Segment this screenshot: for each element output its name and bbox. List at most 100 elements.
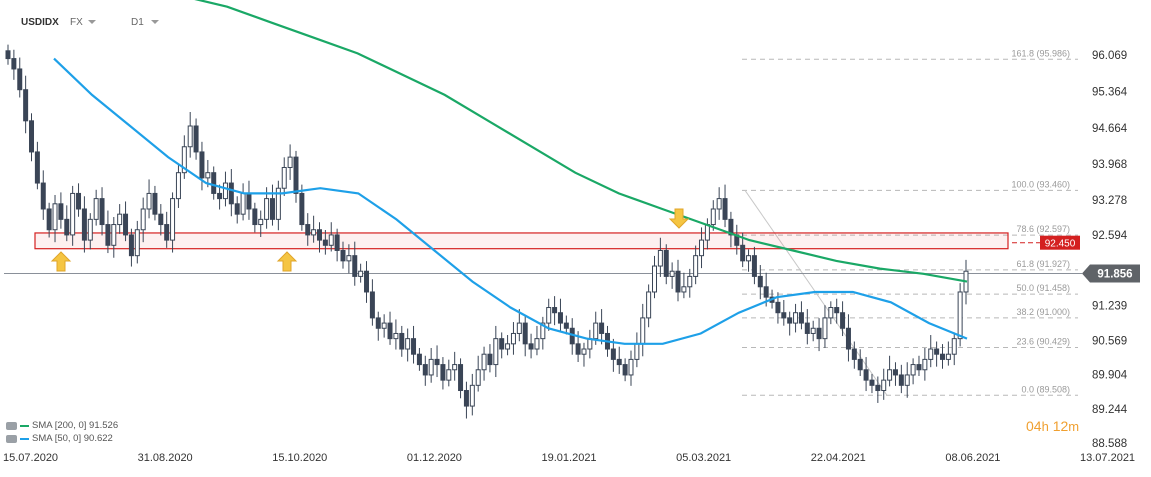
timeframe-label[interactable]: D1 — [131, 17, 144, 28]
candle-body — [499, 338, 505, 350]
y-tick-label: 93.278 — [1092, 195, 1127, 207]
candle-body — [393, 332, 399, 340]
legend-value: 91.526 — [89, 420, 119, 431]
candle-body — [505, 343, 511, 350]
x-tick-label: 19.01.2021 — [542, 452, 597, 464]
candle-body — [358, 270, 364, 277]
candle-body — [816, 327, 822, 340]
candle-body — [117, 213, 123, 226]
candle-body — [58, 203, 64, 220]
candle-body — [575, 343, 581, 355]
type-chevron-down-icon[interactable] — [88, 20, 96, 24]
legend-label: SMA [50, 0] — [32, 433, 82, 444]
candle-body — [440, 364, 446, 381]
candle-body — [416, 353, 422, 366]
candle-body — [269, 198, 275, 220]
symbol-label[interactable]: USDIDX — [21, 17, 59, 28]
candle-body — [628, 358, 634, 376]
legend-swatch — [20, 424, 29, 427]
candle-body — [211, 172, 217, 194]
candle-body — [610, 348, 616, 360]
candle-body — [134, 229, 140, 257]
candle-body — [311, 229, 317, 236]
fibonacci-level-label: 50.0 (91.458) — [1016, 283, 1070, 293]
resistance-price-label: 92.450 — [1045, 239, 1076, 250]
candle-body — [175, 172, 181, 200]
candle-body — [540, 322, 546, 340]
candle-body — [863, 369, 869, 381]
candle-body — [939, 353, 945, 360]
candle-body — [616, 358, 622, 366]
candle-body — [264, 198, 270, 220]
candle-body — [281, 166, 287, 189]
candle-body — [904, 374, 910, 386]
candle-body — [369, 291, 375, 319]
candle-body — [446, 369, 452, 381]
candle-body — [170, 198, 176, 241]
fibonacci-level-label: 23.6 (90.429) — [1016, 337, 1070, 347]
candle-body — [746, 255, 752, 262]
candle-body — [458, 364, 464, 392]
timeframe-chevron-down-icon[interactable] — [151, 20, 159, 24]
arrow-up-icon — [50, 251, 72, 272]
candle-body — [287, 156, 293, 168]
candle-body — [52, 203, 58, 231]
candle-body — [428, 358, 434, 376]
candle-body — [352, 255, 358, 277]
x-tick-label: 22.04.2021 — [811, 452, 866, 464]
candle-body — [957, 291, 963, 340]
candle-body — [334, 234, 340, 251]
timer-minutes-unit: m — [1068, 419, 1080, 434]
candle-body — [76, 192, 82, 210]
candle-body — [599, 322, 605, 334]
y-tick-label: 96.069 — [1092, 50, 1127, 62]
x-tick-label: 01.12.2020 — [407, 452, 462, 464]
fibonacci-level-label: 78.6 (92.597) — [1016, 224, 1070, 234]
candle-body — [434, 358, 440, 366]
candle-body — [164, 224, 170, 241]
chart-toolbar: USDIDX FX D1 — [0, 0, 400, 30]
sma50-line — [53, 57, 968, 345]
candle-body — [945, 353, 951, 360]
x-tick-label: 15.10.2020 — [272, 452, 327, 464]
candle-body — [387, 322, 393, 340]
candle-body — [775, 301, 781, 314]
instrument-type-label[interactable]: FX — [70, 17, 83, 28]
fibonacci-level-label: 0.0 (89.508) — [1021, 384, 1070, 394]
candle-body — [240, 192, 246, 215]
candle-body — [123, 213, 129, 236]
fibonacci-level-label: 100.0 (93.460) — [1011, 179, 1070, 189]
sma200-line — [194, 0, 968, 283]
current-price-tag — [1082, 264, 1140, 283]
candle-body — [922, 358, 928, 371]
candle-body — [17, 68, 23, 91]
x-tick-label: 31.08.2020 — [138, 452, 193, 464]
candle-body — [951, 338, 957, 355]
candle-body — [405, 338, 411, 350]
candle-body — [340, 249, 346, 262]
candle-body — [810, 327, 816, 334]
candle-body — [581, 348, 587, 355]
candle-body — [463, 390, 469, 407]
timer-hours-unit: h — [1041, 419, 1049, 434]
candle-body — [364, 270, 370, 293]
candle-body — [5, 50, 11, 60]
candle-body — [828, 307, 834, 319]
eye-icon[interactable] — [6, 421, 17, 430]
candle-body — [593, 322, 599, 340]
candle-body — [546, 307, 552, 324]
legend-row-sma200[interactable]: SMA [200, 0] 91.526 — [6, 419, 118, 432]
candle-body — [299, 192, 305, 226]
candle-body — [716, 198, 722, 210]
candle-body — [64, 218, 70, 236]
eye-icon[interactable] — [6, 434, 17, 443]
legend-row-sma50[interactable]: SMA [50, 0] 90.622 — [6, 432, 118, 445]
legend-label: SMA [200, 0] — [32, 420, 87, 431]
candle-body — [152, 192, 158, 215]
y-tick-label: 89.904 — [1092, 370, 1128, 382]
candle-body — [146, 192, 152, 210]
candle-body — [475, 369, 481, 386]
candle-body — [722, 198, 728, 220]
candle-body — [99, 198, 105, 226]
